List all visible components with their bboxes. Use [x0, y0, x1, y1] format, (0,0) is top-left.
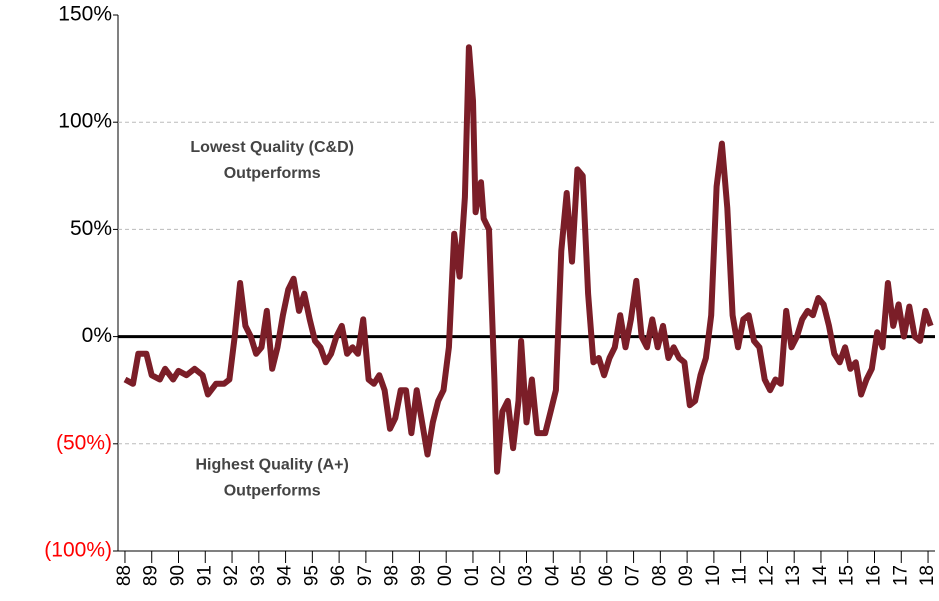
x-tick-label: 07 — [623, 565, 644, 586]
x-tick-label: 88 — [114, 565, 135, 586]
x-tick-label: 15 — [837, 565, 858, 586]
x-tick-label: 08 — [649, 565, 670, 586]
x-tick-label: 02 — [489, 565, 510, 586]
x-tick-label: 94 — [275, 565, 296, 587]
x-tick-label: 18 — [917, 565, 938, 586]
annotation: Highest Quality (A+) — [196, 456, 349, 473]
x-tick-label: 92 — [221, 565, 242, 586]
x-tick-label: 98 — [382, 565, 403, 586]
x-tick-label: 01 — [462, 565, 483, 586]
x-tick-label: 89 — [141, 565, 162, 586]
x-tick-label: 95 — [301, 565, 322, 586]
x-tick-label: 96 — [328, 565, 349, 586]
x-tick-label: 16 — [864, 565, 885, 586]
y-tick-label: 150% — [58, 3, 112, 26]
y-tick-label: 100% — [58, 110, 112, 133]
y-tick-label: (50%) — [56, 431, 112, 454]
x-tick-label: 04 — [542, 565, 563, 587]
x-tick-label: 13 — [783, 565, 804, 586]
x-tick-label: 09 — [676, 565, 697, 586]
x-tick-label: 00 — [435, 565, 456, 586]
x-tick-label: 97 — [355, 565, 376, 586]
y-tick-label: (100%) — [44, 539, 112, 562]
x-tick-label: 06 — [596, 565, 617, 586]
y-tick-label: 50% — [70, 217, 112, 240]
annotation: Lowest Quality (C&D) — [190, 139, 354, 156]
annotation: Outperforms — [224, 165, 321, 182]
x-tick-label: 90 — [168, 565, 189, 586]
x-tick-label: 03 — [516, 565, 537, 586]
annotation: Outperforms — [224, 482, 321, 499]
data-line — [123, 44, 934, 475]
x-tick-label: 12 — [756, 565, 777, 586]
x-tick-label: 93 — [248, 565, 269, 586]
x-tick-label: 91 — [194, 565, 215, 586]
x-tick-label: 10 — [703, 565, 724, 586]
x-tick-label: 11 — [730, 565, 751, 585]
x-tick-label: 05 — [569, 565, 590, 586]
x-tick-label: 17 — [890, 565, 911, 586]
x-tick-label: 14 — [810, 565, 831, 587]
x-tick-label: 99 — [408, 565, 429, 586]
y-tick-label: 0% — [82, 324, 112, 347]
